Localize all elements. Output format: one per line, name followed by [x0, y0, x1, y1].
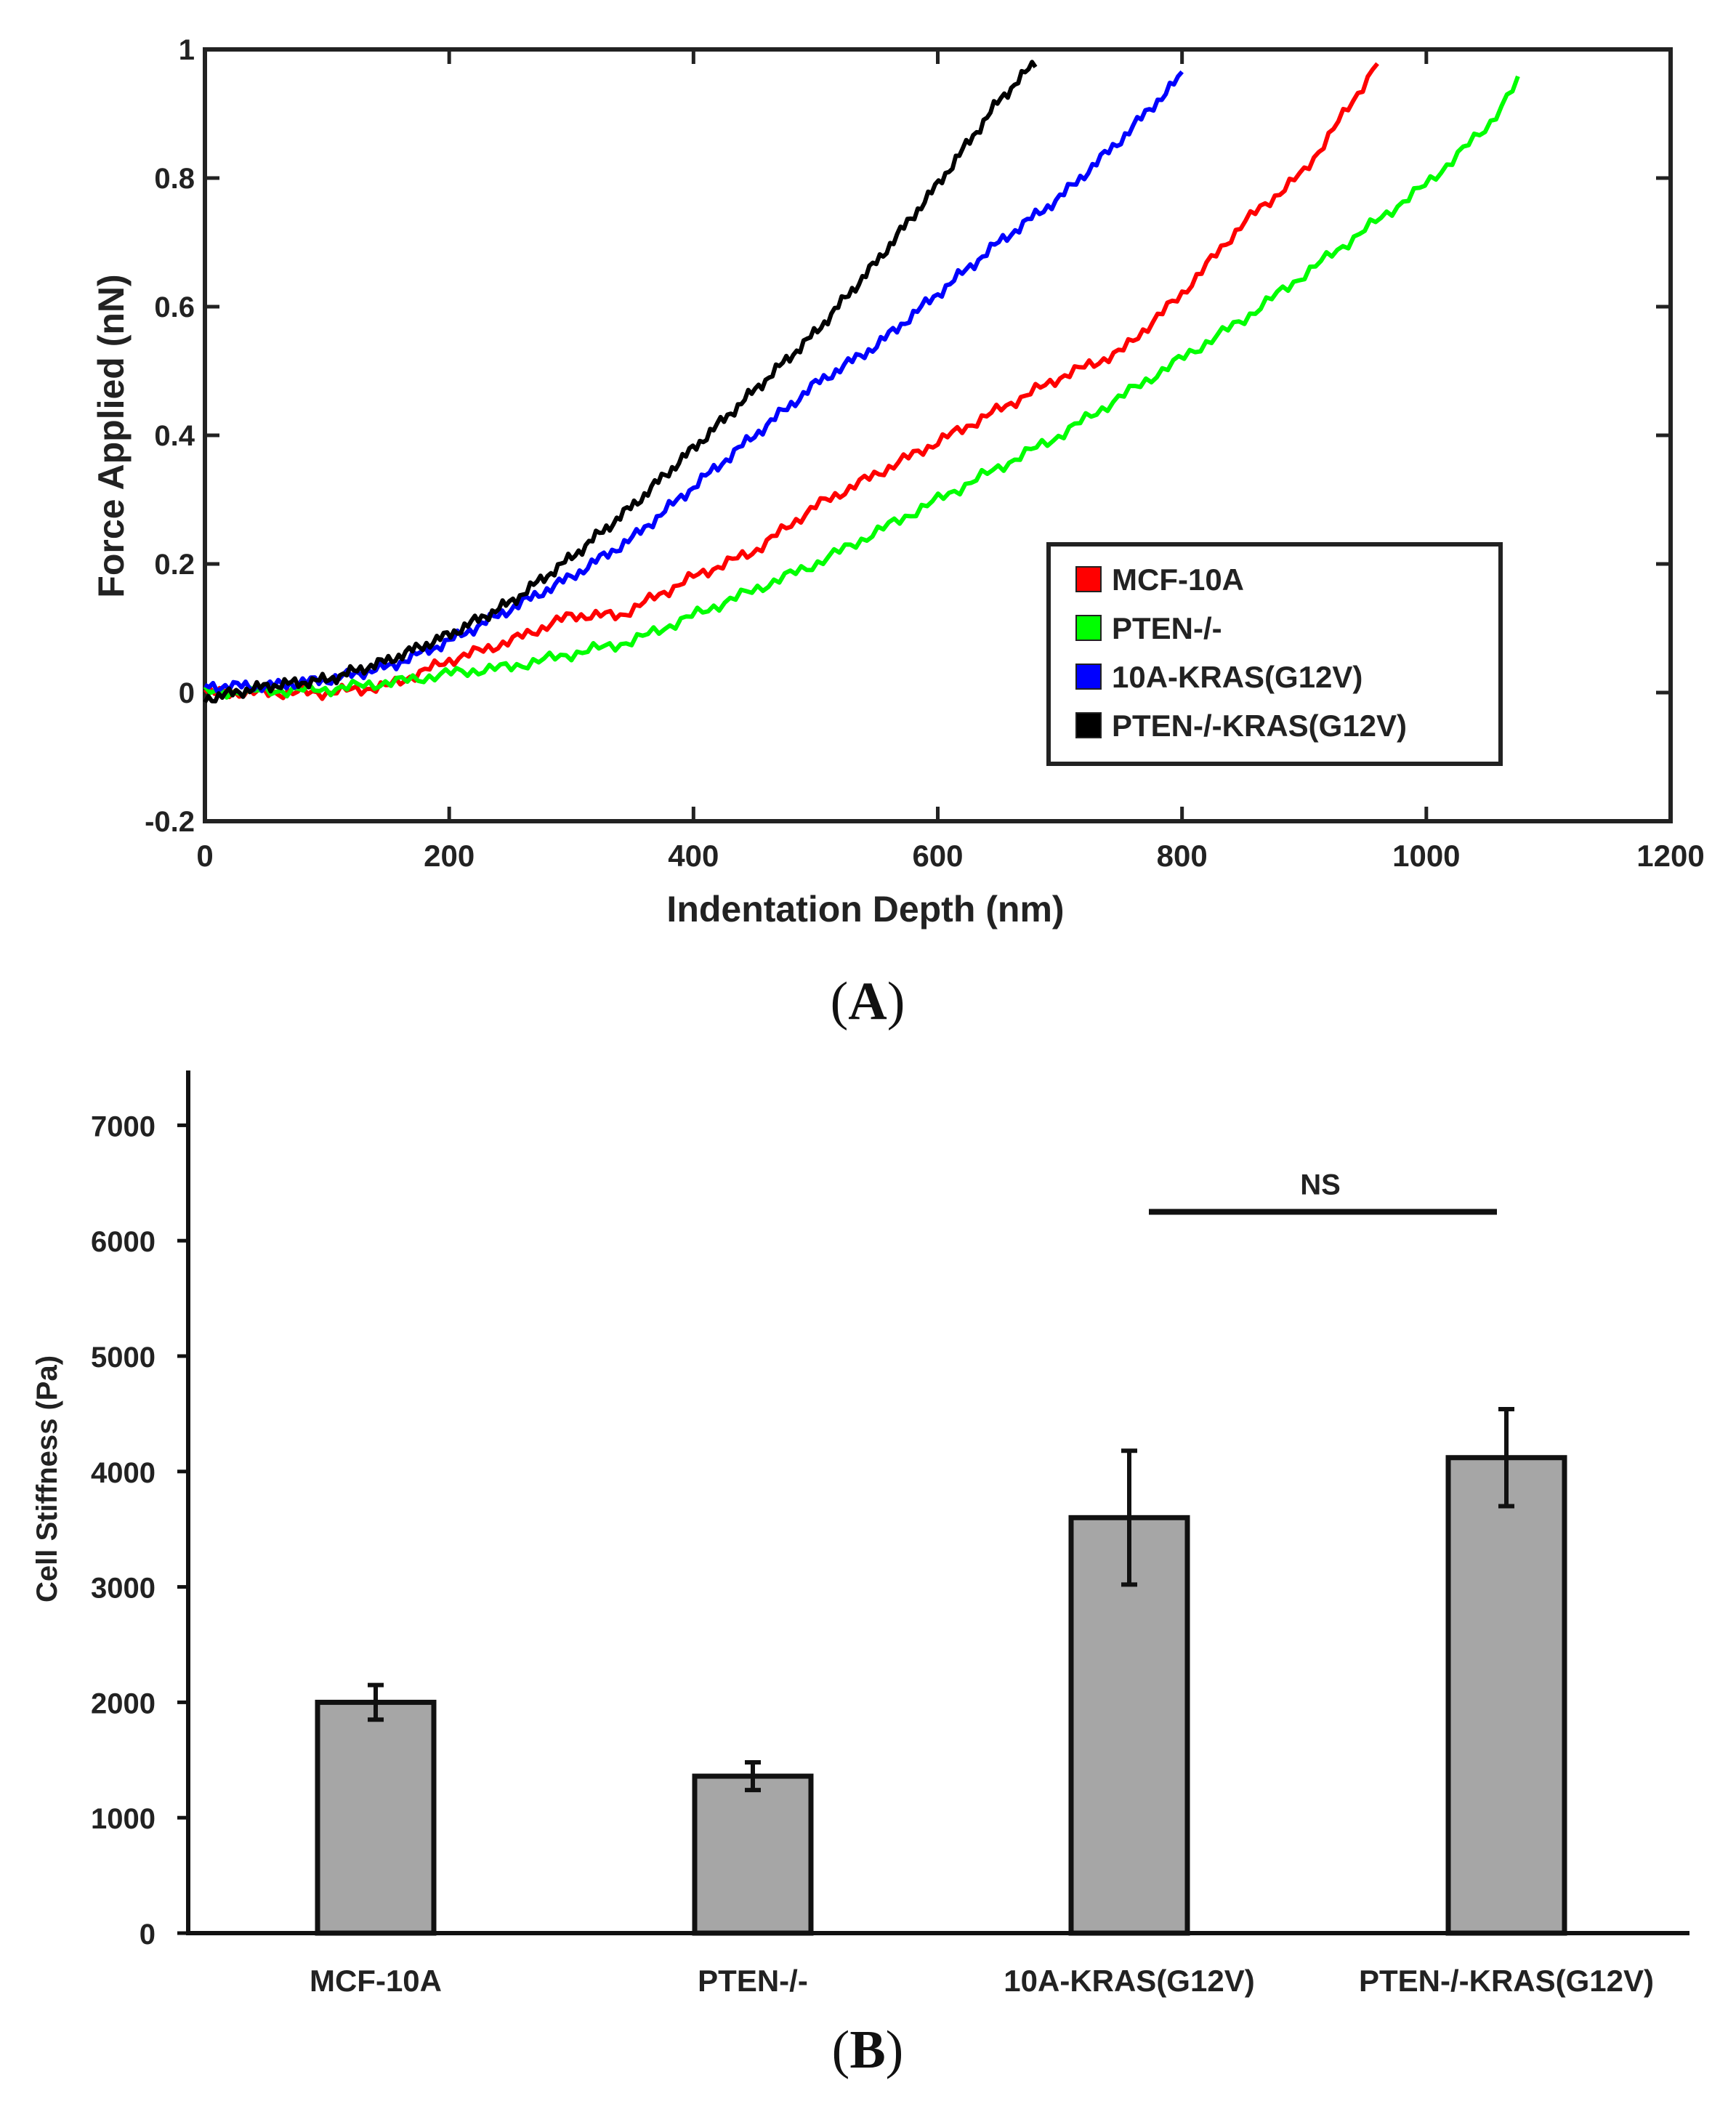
- legend-label: PTEN-/-KRAS(G12V): [1112, 709, 1407, 743]
- legend-label: MCF-10A: [1112, 562, 1244, 597]
- y-tick-labels: -0.2 0 0.2 0.4 0.6 0.8 1: [145, 34, 195, 838]
- y-tick-label: 7000: [91, 1110, 156, 1142]
- y-axis-label: Cell Stiffness (Pa): [31, 1355, 63, 1602]
- x-tick-label: 800: [1157, 839, 1208, 873]
- legend: MCF-10A PTEN-/- 10A-KRAS(G12V) PTEN-/-KRAS(…: [1046, 542, 1503, 766]
- bar-MCF-10A: [315, 1699, 437, 1936]
- legend-swatch-icon: [1075, 712, 1102, 738]
- y-tick-label: 1000: [91, 1803, 156, 1835]
- panel-label-a: (A): [831, 972, 905, 1031]
- series-line-MCF-10A: [203, 62, 1379, 701]
- x-tick-label: 200: [424, 839, 475, 873]
- series-line-PTEN-/-KRAS(G12V): [203, 60, 1038, 703]
- x-tick-labels: 0 200 400 600 800 1000 1200: [196, 839, 1704, 873]
- y-tick-label: 2000: [91, 1687, 156, 1719]
- panel-label-b: (B): [832, 2020, 904, 2080]
- legend-label: PTEN-/-: [1112, 611, 1222, 645]
- x-category-label: 10A-KRAS(G12V): [1004, 1964, 1254, 1998]
- y-tick-label: 3000: [91, 1573, 156, 1605]
- legend-swatch-icon: [1075, 615, 1102, 641]
- y-tick-label: 5000: [91, 1342, 156, 1374]
- x-tick-label: 600: [912, 839, 963, 873]
- x-tick-label: 1200: [1636, 839, 1704, 873]
- legend-swatch-icon: [1075, 566, 1102, 592]
- y-tick-label: 6000: [91, 1226, 156, 1258]
- y-tick-label: 0.4: [154, 420, 195, 452]
- y-tick-label: 4000: [91, 1457, 156, 1489]
- y-tick-label: 1: [179, 34, 195, 66]
- x-category-label: MCF-10A: [310, 1964, 442, 1998]
- y-axis-label: Force Applied (nN): [91, 274, 132, 597]
- x-axis-label: Indentation Depth (nm): [666, 889, 1064, 929]
- significance-annotation: NS: [1149, 1169, 1497, 1215]
- legend-label: 10A-KRAS(G12V): [1112, 660, 1362, 694]
- axis-ticks: [203, 47, 1673, 823]
- line-chart-panel-a: 0 200 400 600 800 1000 1200 -0.200.20.40.60.81…: [91, 34, 1705, 1031]
- y-tick-label: 0.2: [154, 549, 195, 581]
- x-category-label: PTEN-/-: [698, 1964, 808, 1998]
- legend-frame: [1046, 542, 1503, 766]
- bar-chart-panel-b: 0 1000 2000 3000 4000 5000 6000 7000 MCF-10A PTE…: [31, 1070, 1689, 2080]
- y-axis-ticks: 0 1000 2000 3000 4000 5000 6000 7000: [91, 1110, 188, 1951]
- y-tick-label: 0.8: [154, 163, 195, 195]
- x-tick-label: 0: [196, 839, 213, 873]
- line-series-group: [203, 60, 1520, 703]
- x-tick-label: 1000: [1392, 839, 1460, 873]
- bar-group: MCF-10A PTEN-/- 10A-KRAS(G12V) PTEN-/-KRAS(…: [310, 1407, 1654, 1998]
- y-tick-label: -0.2: [145, 806, 195, 838]
- x-tick-label: 400: [668, 839, 719, 873]
- bar-PTEN-/-KRAS(G12V): [1445, 1455, 1567, 1936]
- y-tick-label: 0: [179, 677, 195, 709]
- significance-label: NS: [1300, 1169, 1341, 1201]
- y-tick-label: 0.6: [154, 291, 195, 323]
- x-category-label: PTEN-/-KRAS(G12V): [1359, 1964, 1654, 1998]
- legend-swatch-icon: [1075, 664, 1102, 690]
- series-line-PTEN-/-: [203, 75, 1520, 700]
- y-tick-label: 0: [140, 1919, 156, 1951]
- bar-PTEN-/-: [692, 1773, 814, 1936]
